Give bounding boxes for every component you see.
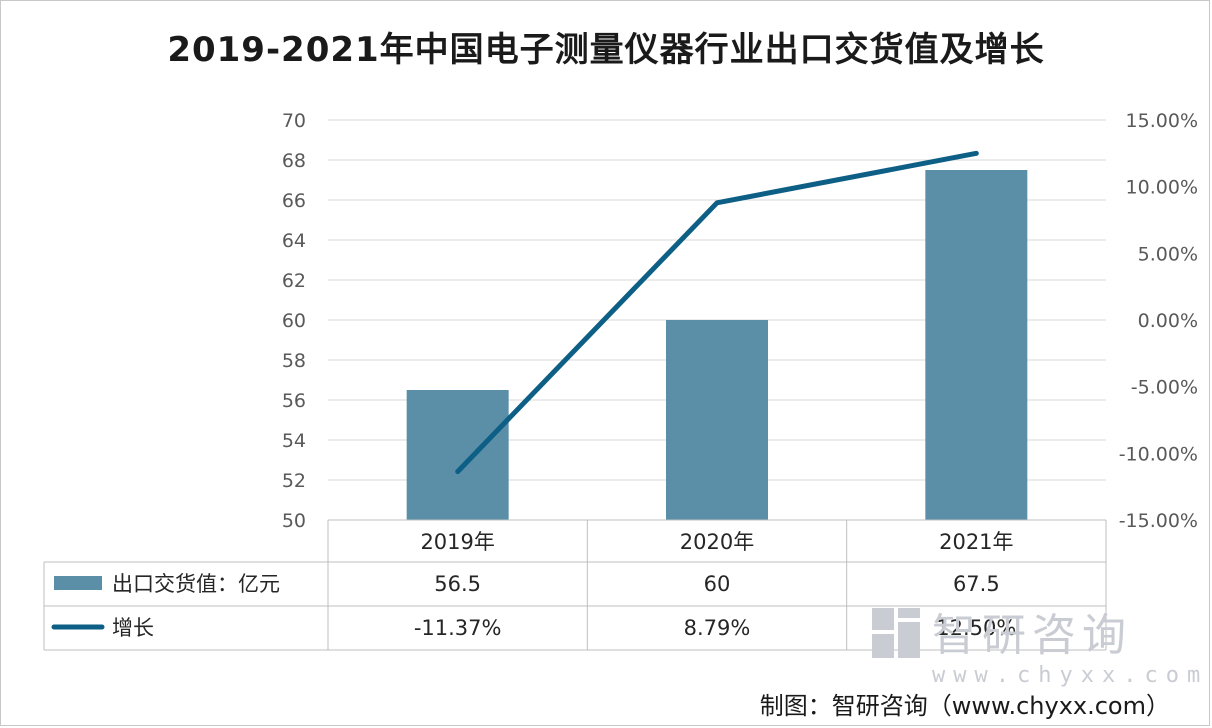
- left-tick-label: 70: [282, 110, 306, 132]
- category-label: 2021年: [939, 530, 1013, 554]
- left-tick-label: 62: [282, 270, 306, 292]
- line-series: [455, 150, 979, 475]
- legend-label: 出口交货值：亿元: [112, 572, 280, 596]
- table-value: 56.5: [434, 572, 481, 596]
- left-tick-label: 56: [282, 390, 306, 412]
- legend-label: 增长: [112, 616, 154, 640]
- watermark: 智研咨询 www.chyxx.com: [872, 608, 1208, 688]
- table-value: 67.5: [953, 572, 1000, 596]
- left-tick-label: 60: [282, 310, 306, 332]
- left-tick-label: 58: [282, 350, 306, 372]
- watermark-logo-icon: [872, 608, 920, 658]
- left-tick-label: 50: [282, 510, 306, 532]
- right-tick-label: 10.00%: [1126, 177, 1198, 199]
- bar: [925, 170, 1028, 520]
- right-axis-ticks: -15.00% -10.00% -5.00% 0.00% 5.00% 10.00% 15.0…: [1119, 110, 1198, 532]
- right-tick-label: -15.00%: [1119, 510, 1198, 532]
- table-value: 60: [704, 572, 731, 596]
- left-tick-label: 52: [282, 470, 306, 492]
- table-value: 12.50%: [936, 616, 1016, 640]
- table-value: 8.79%: [684, 616, 751, 640]
- source-credit: 制图：智研咨询（www.chyxx.com）: [759, 692, 1170, 720]
- category-label: 2020年: [680, 530, 754, 554]
- watermark-brand: 智研咨询: [932, 610, 1132, 661]
- left-tick-label: 66: [282, 190, 306, 212]
- left-tick-label: 54: [282, 430, 306, 452]
- right-tick-label: 5.00%: [1138, 243, 1198, 265]
- legend-bar-swatch: [54, 576, 102, 590]
- bar-series: [406, 170, 1028, 520]
- right-tick-label: 15.00%: [1126, 110, 1198, 132]
- left-tick-label: 68: [282, 150, 306, 172]
- chart-title: 2019-2021年中国电子测量仪器行业出口交货值及增长: [167, 30, 1045, 70]
- table-value: -11.37%: [414, 616, 502, 640]
- bar: [666, 320, 768, 520]
- watermark-url: www.chyxx.com: [932, 663, 1208, 688]
- left-tick-label: 64: [282, 230, 306, 252]
- right-tick-label: -5.00%: [1131, 377, 1198, 399]
- category-label: 2019年: [420, 530, 494, 554]
- right-tick-label: -10.00%: [1119, 443, 1198, 465]
- right-tick-label: 0.00%: [1138, 310, 1198, 332]
- bar: [406, 390, 509, 520]
- left-axis-ticks: 50 52 54 56 58 60 62 64 66 68 70: [282, 110, 306, 532]
